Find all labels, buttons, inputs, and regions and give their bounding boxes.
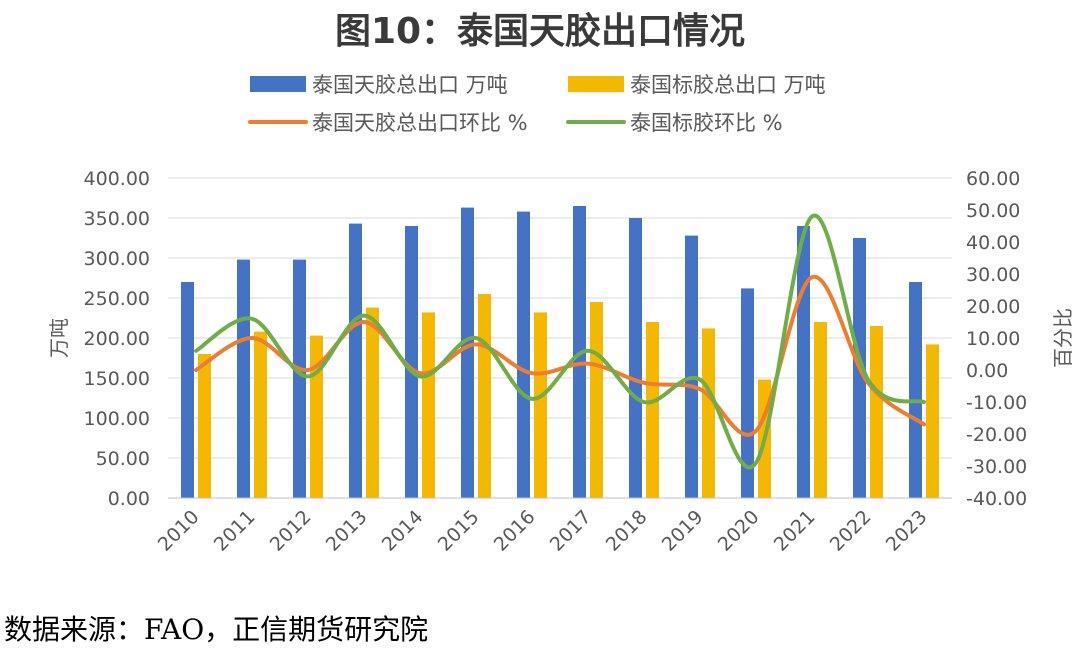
chart: 0.00 50.00 100.00 150.00 200.00 250.00 300.00 3… <box>47 73 1075 556</box>
y-right-tick-label: 60.00 <box>966 168 1020 190</box>
y-right-tick-label: -20.00 <box>966 424 1027 446</box>
y-left-tick-label: 300.00 <box>84 248 150 270</box>
bar-total <box>237 259 250 498</box>
y-left-tick-label: 0.00 <box>108 488 150 510</box>
bar-total <box>405 226 418 498</box>
chart-title: 图10：泰国天胶出口情况 <box>334 11 746 52</box>
bar-total <box>741 288 754 498</box>
x-tick-label: 2012 <box>266 506 316 556</box>
bar-layer <box>181 206 939 498</box>
bar-total <box>797 226 810 498</box>
x-tick-label: 2013 <box>322 506 372 556</box>
bar-standard <box>254 331 267 498</box>
x-tick-label: 2023 <box>882 506 932 556</box>
y-left-tick-label: 400.00 <box>84 168 150 190</box>
x-tick-label: 2014 <box>378 506 428 556</box>
y-right-tick-label: 50.00 <box>966 200 1020 222</box>
y-right-tick-label: 0.00 <box>966 360 1008 382</box>
legend-swatch <box>568 76 624 92</box>
bar-standard <box>926 344 939 498</box>
x-tick-label: 2010 <box>154 506 204 556</box>
y-left-tick-label: 150.00 <box>84 368 150 390</box>
grid-layer <box>168 177 952 499</box>
x-tick-label: 2020 <box>714 506 764 556</box>
bar-standard <box>870 326 883 498</box>
bar-standard <box>646 322 659 498</box>
bar-standard <box>814 322 827 498</box>
x-tick-label: 2022 <box>826 506 876 556</box>
y-left-axis-title: 万吨 <box>47 318 71 358</box>
bar-standard <box>422 312 435 498</box>
y-right-tick-label: -30.00 <box>966 456 1027 478</box>
bar-total <box>685 235 698 498</box>
bar-total <box>349 223 362 498</box>
bar-total <box>629 218 642 498</box>
line-standard-mom <box>194 213 926 470</box>
x-tick-label: 2019 <box>658 506 708 556</box>
y-left-tick-label: 50.00 <box>96 448 150 470</box>
x-tick-label: 2011 <box>210 506 260 556</box>
bar-total <box>181 282 194 498</box>
bar-standard <box>478 294 491 498</box>
bar-total <box>293 259 306 498</box>
y-right-tick-label: 40.00 <box>966 232 1020 254</box>
y-right-tick-label: -40.00 <box>966 488 1027 510</box>
legend-label: 泰国天胶总出口 万吨 <box>312 73 508 97</box>
bar-standard <box>590 302 603 498</box>
bar-standard <box>702 328 715 498</box>
y-left-tick-label: 350.00 <box>84 208 150 230</box>
y-left-tick-label: 100.00 <box>84 408 150 430</box>
y-right-axis-title: 百分比 <box>1051 308 1075 368</box>
y-right-tick-label: 30.00 <box>966 264 1020 286</box>
bar-standard <box>366 307 379 498</box>
x-tick-label: 2015 <box>434 506 484 556</box>
bar-total <box>461 207 474 498</box>
y-left-tick-label: 200.00 <box>84 328 150 350</box>
legend-label: 泰国标胶环比 % <box>630 111 783 135</box>
source-note: 数据来源：FAO，正信期货研究院 <box>4 613 429 646</box>
x-tick-label: 2016 <box>490 506 540 556</box>
y-right-tick-label: 20.00 <box>966 296 1020 318</box>
y-right-tick-label: 10.00 <box>966 328 1020 350</box>
line-layer <box>194 213 926 470</box>
bar-total <box>517 211 530 498</box>
line-total-mom <box>194 275 926 437</box>
x-tick-label: 2017 <box>546 506 596 556</box>
y-right-tick-label: -10.00 <box>966 392 1027 414</box>
legend-swatch <box>250 76 306 92</box>
legend-label: 泰国天胶总出口环比 % <box>312 111 528 135</box>
legend-label: 泰国标胶总出口 万吨 <box>630 73 826 97</box>
bar-standard <box>534 312 547 498</box>
x-tick-label: 2021 <box>770 506 820 556</box>
x-tick-label: 2018 <box>602 506 652 556</box>
y-left-tick-label: 250.00 <box>84 288 150 310</box>
bar-total <box>909 282 922 498</box>
bar-standard <box>198 354 211 498</box>
